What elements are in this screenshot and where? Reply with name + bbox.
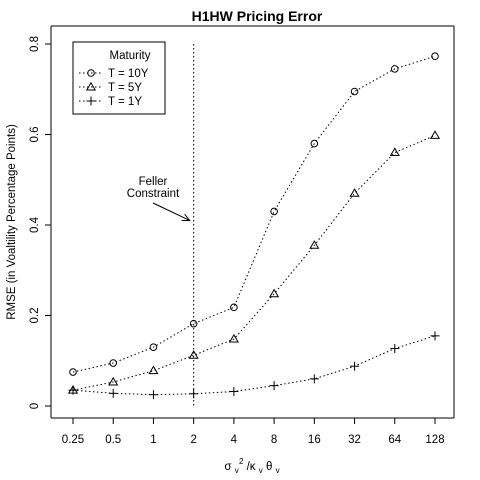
x-tick-label: 4 [231, 434, 238, 446]
y-tick-label: 0.6 [29, 127, 41, 143]
data-point-triangle [349, 188, 360, 197]
data-point-plus [68, 385, 78, 395]
x-label-sub-v: v [235, 466, 239, 475]
x-tick-label: 1 [150, 434, 156, 446]
series-triangle [67, 130, 441, 394]
annotation-arrow-head [181, 213, 191, 222]
y-axis: 0 0.2 0.4 0.6 0.8 [29, 36, 51, 409]
data-point-circle [69, 368, 77, 376]
x-tick-label: 128 [425, 434, 444, 446]
data-point-triangle [429, 130, 441, 139]
y-tick-label: 0.2 [29, 308, 41, 324]
plot-area [50, 25, 455, 419]
x-tick-label: 0.5 [105, 434, 121, 446]
data-point-triangle [228, 333, 239, 343]
legend-entries: T = 10Y T = 5Y T = 1Y [79, 68, 149, 108]
series-circle [69, 52, 439, 376]
y-axis-label: RMSE (in Voaltility Percentage Points) [6, 124, 18, 320]
data-point-triangle [148, 365, 159, 375]
legend-title: Maturity [110, 50, 151, 62]
data-point-plus [189, 389, 199, 399]
annotation-line-1: Feller [139, 176, 168, 188]
data-point-circle [149, 343, 158, 351]
data-point-circle [230, 303, 238, 312]
feller-annotation: Feller Constraint [127, 176, 191, 222]
legend-label: T = 10Y [108, 68, 149, 80]
y-tick-label: 0 [29, 403, 41, 409]
data-point-plus [229, 387, 239, 397]
x-tick-label: 64 [388, 434, 401, 446]
x-label-theta: θ [266, 461, 272, 473]
series-plus [68, 331, 440, 400]
x-tick-label: 0.25 [62, 434, 84, 446]
data-point-circle [431, 52, 439, 61]
legend-marker-triangle [85, 81, 97, 91]
legend: Maturity T = 10Y T = 5Y T = 1Y [72, 41, 166, 115]
data-point-circle [350, 87, 359, 96]
x-axis-label: σ v 2 /κ v θ v [224, 455, 279, 476]
data-point-circle [390, 65, 399, 73]
data-point-circle [310, 139, 319, 148]
data-point-triangle [108, 376, 119, 386]
data-point-triangle [309, 240, 320, 249]
x-label-sigma: σ [224, 461, 231, 473]
legend-box [72, 41, 166, 115]
data-point-plus [269, 381, 279, 391]
x-label-kappa: /κ [247, 461, 256, 473]
legend-label: T = 1Y [108, 96, 142, 108]
data-point-circle [109, 359, 118, 367]
x-tick-label: 8 [271, 434, 277, 446]
data-point-plus [390, 344, 400, 354]
series-layer [67, 52, 441, 400]
legend-marker-plus [86, 96, 96, 106]
data-point-triangle [389, 147, 400, 157]
chart-title: H1HW Pricing Error [192, 8, 323, 24]
data-point-circle [270, 207, 278, 216]
data-point-plus [350, 361, 360, 371]
y-tick-label: 0.4 [29, 216, 41, 233]
data-point-triangle [269, 288, 280, 298]
x-axis: 0.25 0.5 1 2 4 8 16 32 64 128 [62, 418, 445, 446]
x-tick-label: 16 [308, 434, 321, 446]
x-label-sup-2: 2 [239, 457, 244, 466]
x-tick-label: 32 [348, 434, 361, 446]
y-tick-label: 0.8 [29, 36, 41, 52]
series-line [72, 335, 436, 396]
annotation-arrow [152, 202, 190, 221]
x-label-sub-v-2: v [259, 466, 263, 475]
data-point-plus [148, 390, 158, 400]
data-point-plus [430, 331, 440, 341]
data-point-plus [309, 374, 319, 384]
data-point-plus [108, 388, 118, 398]
legend-label: T = 5Y [108, 82, 142, 94]
x-tick-label: 2 [190, 434, 196, 446]
data-point-circle [189, 319, 198, 328]
legend-marker-circle [87, 69, 95, 77]
annotation-line-2: Constraint [127, 188, 180, 200]
data-point-triangle [188, 350, 199, 359]
series-line [72, 134, 436, 391]
x-label-sub-v-3: v [276, 466, 280, 475]
